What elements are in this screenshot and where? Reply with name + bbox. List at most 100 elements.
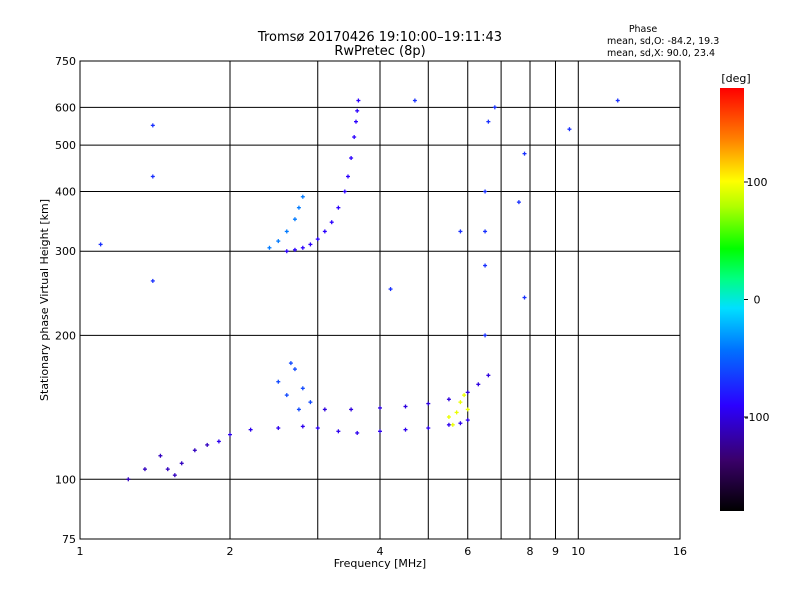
data-point	[205, 442, 210, 447]
data-point	[492, 105, 497, 110]
y-tick-label: 600	[55, 101, 76, 114]
data-point	[483, 333, 488, 338]
data-point	[403, 404, 408, 409]
y-tick-label: 100	[55, 473, 76, 486]
colorbar-tick-label: 100	[747, 176, 768, 189]
legend-o-line: mean, sd,O: -84.2, 19.3	[607, 36, 719, 47]
data-point	[615, 98, 620, 103]
data-point	[150, 123, 155, 128]
y-axis-ticks: 75 100 200 300 400 500 600 750	[55, 55, 76, 546]
data-point	[522, 151, 527, 156]
data-point	[522, 295, 527, 300]
data-point	[483, 229, 488, 234]
data-point	[126, 477, 131, 482]
y-tick-label: 300	[55, 245, 76, 258]
colorbar-tick-label: -100	[745, 411, 770, 424]
data-point	[288, 361, 293, 366]
data-point	[165, 467, 170, 472]
data-point	[458, 421, 463, 426]
x-tick-label: 16	[673, 545, 687, 558]
data-point	[336, 429, 341, 434]
data-point	[353, 119, 358, 124]
data-point	[172, 473, 177, 478]
data-point	[322, 229, 327, 234]
data-points	[98, 98, 620, 482]
data-point	[292, 217, 297, 222]
data-point	[454, 410, 459, 415]
data-point	[276, 426, 281, 431]
data-point	[349, 156, 354, 161]
data-point	[378, 405, 382, 410]
x-tick-label: 9	[552, 545, 559, 558]
data-point	[465, 418, 470, 423]
data-point	[458, 400, 463, 405]
data-point	[483, 189, 488, 194]
data-point	[446, 414, 451, 419]
data-point	[292, 367, 297, 372]
data-point	[300, 386, 305, 391]
data-point	[465, 407, 470, 412]
data-point	[142, 467, 147, 472]
data-point	[355, 108, 360, 113]
data-point	[355, 430, 360, 435]
data-point	[308, 400, 313, 405]
data-point	[412, 98, 417, 103]
data-point	[476, 382, 481, 387]
grid	[80, 61, 680, 539]
colorbar-unit: [deg]	[721, 72, 750, 85]
x-tick-label: 8	[527, 545, 534, 558]
data-point	[352, 135, 357, 140]
data-point	[300, 245, 305, 250]
data-point	[284, 249, 289, 254]
data-point	[378, 429, 382, 434]
data-point	[426, 401, 431, 406]
legend-x-line: mean, sd,X: 90.0, 23.4	[607, 48, 715, 59]
y-tick-label: 750	[55, 55, 76, 68]
data-point	[284, 229, 289, 234]
x-tick-label: 4	[377, 545, 384, 558]
chart-subtitle: RwPretec (8p)	[334, 44, 425, 59]
data-point	[248, 427, 253, 432]
data-point	[486, 373, 491, 378]
colorbar-ticks: 100 0 -100	[744, 176, 769, 424]
data-point	[483, 263, 488, 268]
x-axis-label: Frequency [MHz]	[334, 557, 426, 570]
data-point	[388, 287, 393, 292]
data-point	[276, 239, 281, 244]
data-point	[426, 426, 431, 431]
data-point	[192, 448, 197, 453]
data-point	[446, 422, 451, 427]
data-point	[150, 278, 155, 283]
data-point	[322, 407, 327, 412]
data-point	[292, 247, 297, 252]
data-point	[308, 242, 313, 247]
data-point	[315, 426, 320, 431]
y-tick-label: 200	[55, 329, 76, 342]
legend-title: Phase	[629, 24, 658, 35]
data-point	[267, 245, 272, 250]
y-axis-label: Stationary phase Virtual Height [km]	[38, 199, 51, 401]
data-point	[465, 390, 470, 395]
data-point	[284, 393, 289, 398]
data-point	[458, 229, 463, 234]
data-point	[446, 397, 451, 402]
data-point	[150, 174, 155, 179]
y-tick-label: 500	[55, 139, 76, 152]
data-point	[300, 194, 305, 199]
x-axis-ticks: 1 2 4 6 8 9 10 16	[77, 545, 688, 558]
x-tick-label: 10	[571, 545, 585, 558]
data-point	[336, 205, 341, 210]
data-point	[356, 98, 361, 103]
data-point	[296, 407, 301, 412]
data-point	[216, 439, 221, 444]
data-point	[276, 379, 281, 384]
data-point	[300, 424, 305, 429]
data-point	[516, 200, 521, 205]
data-point	[315, 237, 320, 242]
data-point	[179, 461, 184, 466]
y-tick-label: 400	[55, 185, 76, 198]
data-point	[403, 427, 408, 432]
x-tick-label: 6	[464, 545, 471, 558]
data-point	[345, 174, 350, 179]
